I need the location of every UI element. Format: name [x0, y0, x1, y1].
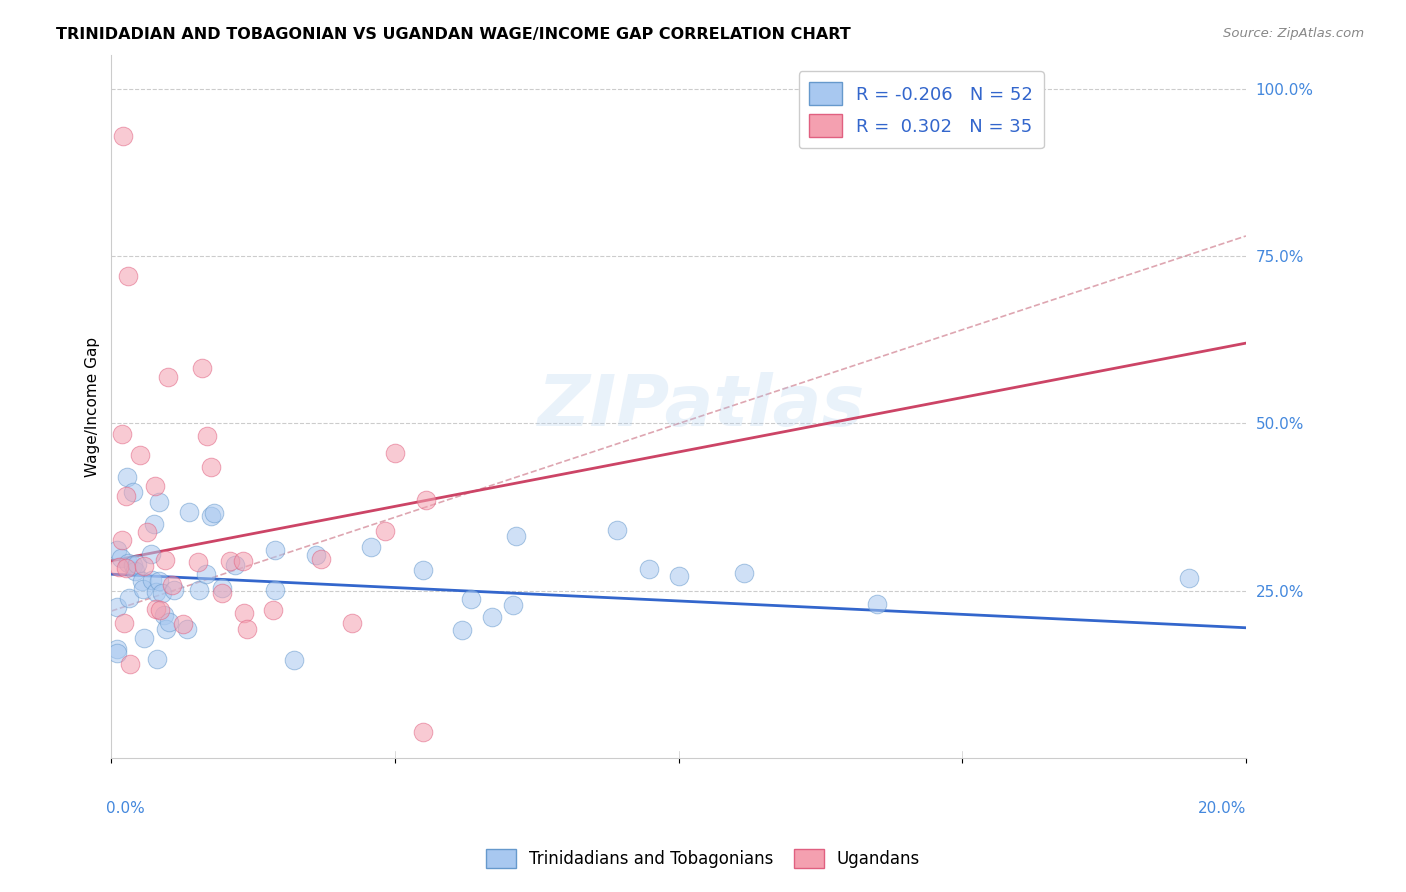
Point	[187, 583, 209, 598]
Point	[145, 585, 167, 599]
Point	[177, 505, 200, 519]
Point	[153, 608, 176, 623]
Point	[211, 582, 233, 596]
Point	[153, 553, 176, 567]
Point	[143, 517, 166, 532]
Point	[342, 616, 364, 631]
Point	[157, 615, 180, 630]
Point	[115, 489, 138, 503]
Point	[139, 547, 162, 561]
Point	[122, 558, 145, 572]
Point	[124, 564, 146, 578]
Point	[132, 631, 155, 645]
Point	[194, 566, 217, 581]
Point	[146, 652, 169, 666]
Point	[211, 586, 233, 600]
Point	[200, 460, 222, 475]
Point	[668, 568, 690, 582]
Point	[309, 552, 332, 566]
Point	[200, 509, 222, 524]
Point	[108, 560, 131, 574]
Point	[172, 617, 194, 632]
Y-axis label: Wage/Income Gap: Wage/Income Gap	[86, 336, 100, 477]
Point	[224, 558, 246, 573]
Point	[233, 607, 256, 621]
Point	[143, 479, 166, 493]
Point	[118, 657, 141, 671]
Legend: Trinidadians and Tobagonians, Ugandans: Trinidadians and Tobagonians, Ugandans	[479, 842, 927, 875]
Point	[384, 446, 406, 460]
Point	[111, 427, 134, 442]
Text: 20.0%: 20.0%	[1198, 800, 1246, 815]
Point	[121, 484, 143, 499]
Point	[481, 610, 503, 624]
Point	[128, 448, 150, 462]
Text: TRINIDADIAN AND TOBAGONIAN VS UGANDAN WAGE/INCOME GAP CORRELATION CHART: TRINIDADIAN AND TOBAGONIAN VS UGANDAN WA…	[56, 27, 851, 42]
Point	[125, 558, 148, 572]
Point	[866, 597, 889, 611]
Point	[110, 550, 132, 565]
Point	[132, 582, 155, 596]
Point	[111, 533, 134, 548]
Point	[263, 542, 285, 557]
Point	[1178, 570, 1201, 584]
Point	[283, 653, 305, 667]
Point	[148, 574, 170, 588]
Legend: R = -0.206   N = 52, R =  0.302   N = 35: R = -0.206 N = 52, R = 0.302 N = 35	[799, 71, 1045, 148]
Point	[176, 622, 198, 636]
Point	[105, 542, 128, 557]
Point	[191, 361, 214, 376]
Text: 0.0%: 0.0%	[105, 800, 145, 815]
Point	[112, 615, 135, 630]
Point	[135, 524, 157, 539]
Point	[374, 524, 396, 539]
Point	[219, 554, 242, 568]
Point	[264, 582, 287, 597]
Point	[415, 492, 437, 507]
Point	[157, 369, 180, 384]
Point	[141, 573, 163, 587]
Point	[232, 554, 254, 568]
Point	[360, 540, 382, 554]
Point	[131, 574, 153, 589]
Point	[733, 566, 755, 581]
Point	[162, 578, 184, 592]
Point	[111, 128, 134, 143]
Text: Source: ZipAtlas.com: Source: ZipAtlas.com	[1223, 27, 1364, 40]
Point	[117, 556, 139, 570]
Point	[149, 602, 172, 616]
Point	[187, 555, 209, 569]
Point	[148, 495, 170, 509]
Point	[412, 563, 434, 577]
Point	[412, 724, 434, 739]
Point	[105, 646, 128, 660]
Point	[637, 562, 659, 576]
Point	[236, 622, 259, 636]
Point	[204, 507, 226, 521]
Point	[155, 622, 177, 636]
Point	[134, 559, 156, 574]
Point	[114, 561, 136, 575]
Point	[304, 548, 326, 562]
Point	[606, 523, 628, 537]
Point	[115, 470, 138, 484]
Point	[502, 599, 524, 613]
Point	[118, 591, 141, 605]
Point	[460, 591, 482, 606]
Point	[262, 603, 284, 617]
Point	[163, 582, 186, 597]
Point	[150, 586, 173, 600]
Text: ZIPatlas: ZIPatlas	[537, 372, 865, 442]
Point	[145, 602, 167, 616]
Point	[450, 623, 472, 637]
Point	[117, 269, 139, 284]
Point	[105, 641, 128, 656]
Point	[195, 429, 218, 443]
Point	[105, 600, 128, 615]
Point	[505, 529, 527, 543]
